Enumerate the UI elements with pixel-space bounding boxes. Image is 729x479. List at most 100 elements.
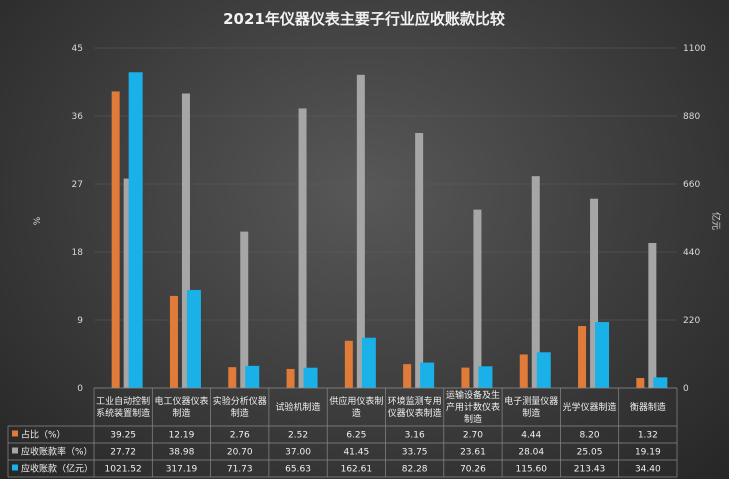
bar-share: [403, 364, 412, 388]
bar-share: [461, 367, 470, 388]
left-tick-label: 45: [72, 44, 83, 54]
right-tick-label: 440: [683, 248, 700, 258]
bar-rate: [590, 198, 599, 388]
bar-amount: [478, 366, 493, 388]
left-axis-title: %: [33, 216, 43, 225]
bar-amount: [303, 367, 318, 388]
data-table: 工业自动控制系统装置制造电工仪器仪表制造实验分析仪器制造试验机制造供应用仪表制造…: [7, 387, 678, 478]
bar-rate: [298, 108, 307, 388]
legend-key: [12, 464, 18, 471]
data-label: 1021.52: [105, 465, 142, 475]
category-label: 实验分析仪器: [213, 395, 267, 407]
left-tick-label: 36: [72, 112, 84, 122]
data-label: 12.19: [169, 431, 195, 441]
series-name: 占比（%）: [21, 429, 66, 441]
right-tick-label: 660: [683, 180, 700, 190]
category-label: 产用计数仪表: [446, 401, 500, 413]
bar-amount: [245, 365, 260, 388]
data-label: 162.61: [341, 465, 373, 475]
bar-share: [519, 354, 528, 388]
bar-rate: [415, 133, 424, 388]
bar-rate: [123, 178, 132, 388]
series-name: 应收账款率（%）: [21, 446, 93, 458]
data-label: 71.73: [227, 465, 253, 475]
data-label: 65.63: [285, 465, 311, 475]
data-label: 37.00: [285, 448, 311, 458]
bar-rate: [473, 209, 482, 388]
data-label: 2.52: [288, 431, 308, 441]
right-tick-label: 0: [683, 384, 689, 394]
bar-amount: [361, 337, 376, 388]
bar-amount: [595, 322, 610, 388]
category-label: 工业自动控制: [96, 395, 150, 407]
category-label: 制造: [231, 407, 249, 419]
right-tick-label: 1100: [683, 44, 706, 54]
bar-rate: [648, 243, 657, 388]
bar-share: [111, 91, 120, 388]
category-label: 光学仪器制造: [563, 401, 617, 413]
legend-key: [12, 447, 18, 454]
data-label: 39.25: [110, 431, 136, 441]
category-label: 仪器仪表制造: [388, 407, 442, 419]
bar-rate: [356, 74, 365, 389]
bar-share: [286, 368, 295, 388]
bar-amount: [186, 289, 201, 388]
bar-share: [169, 295, 178, 388]
right-axis-title: 亿元: [710, 212, 722, 230]
data-label: 82.28: [402, 465, 428, 475]
category-label: 电工仪器仪表: [154, 395, 208, 407]
data-label: 115.60: [516, 465, 548, 475]
data-label: 70.26: [460, 465, 486, 475]
data-label: 2.76: [230, 431, 250, 441]
grid: [94, 47, 677, 389]
bars: [111, 72, 668, 389]
data-label: 19.19: [635, 448, 661, 458]
data-label: 2.70: [463, 431, 483, 441]
data-label: 34.40: [635, 465, 661, 475]
bar-share: [636, 378, 645, 388]
left-tick-label: 27: [72, 180, 83, 190]
data-label: 3.16: [405, 431, 425, 441]
category-label: 系统装置制造: [96, 407, 150, 419]
left-tick-label: 9: [77, 316, 83, 326]
bar-amount: [128, 72, 143, 389]
bar-amount: [653, 377, 668, 388]
series-name: 应收账款（亿元）: [21, 463, 93, 475]
category-label: 供应用仪表制: [329, 395, 383, 407]
data-label: 23.61: [460, 448, 486, 458]
category-label: 电子测量仪器: [504, 395, 558, 407]
category-label: 试验机制造: [276, 401, 321, 413]
bar-rate: [240, 231, 249, 388]
data-label: 38.98: [169, 448, 195, 458]
bar-amount: [420, 362, 435, 388]
data-label: 20.70: [227, 448, 253, 458]
bar-share: [228, 367, 237, 388]
category-label: 制造: [522, 407, 540, 419]
bar-rate: [181, 93, 190, 389]
data-label: 27.72: [110, 448, 136, 458]
data-label: 25.05: [577, 448, 603, 458]
bar-amount: [536, 352, 551, 388]
right-tick-label: 220: [683, 316, 700, 326]
left-tick-label: 0: [77, 384, 83, 394]
category-label: 制造: [172, 407, 190, 419]
category-label: 制造: [464, 413, 482, 425]
data-label: 41.45: [343, 448, 369, 458]
data-label: 8.20: [580, 431, 600, 441]
data-label: 1.32: [638, 431, 658, 441]
left-tick-label: 18: [72, 248, 84, 258]
legend-key: [12, 430, 18, 437]
bar-rate: [531, 176, 540, 388]
category-label: 环境监测专用: [388, 395, 442, 407]
category-label: 运输设备及生: [446, 389, 500, 401]
data-label: 4.44: [521, 431, 541, 441]
right-tick-label: 880: [683, 112, 700, 122]
ticks: 0 9 18 27 36 45 0 220 440 660 880 1100: [72, 44, 707, 394]
chart-title: 2021年仪器仪表主要子行业应收账款比较: [223, 10, 505, 28]
data-label: 213.43: [574, 465, 606, 475]
bar-share: [578, 326, 587, 388]
category-label: 衡器制造: [630, 401, 666, 413]
data-label: 317.19: [166, 465, 198, 475]
category-label: 造: [352, 407, 361, 419]
